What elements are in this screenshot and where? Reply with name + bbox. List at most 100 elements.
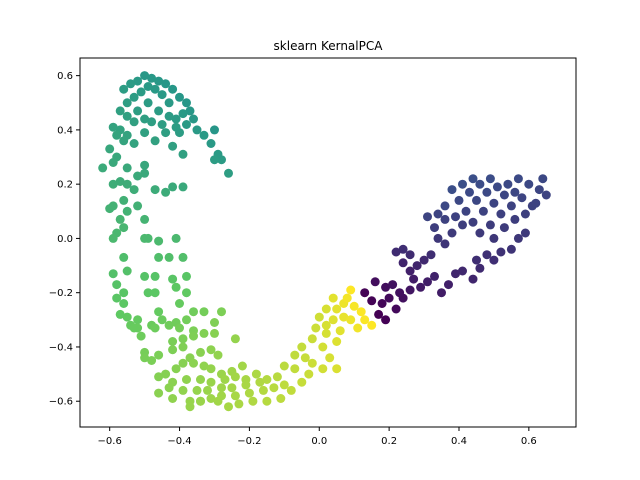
data-point: [175, 323, 184, 333]
data-point: [482, 187, 492, 197]
data-point: [475, 228, 485, 238]
data-point: [196, 396, 205, 406]
data-point: [206, 377, 216, 387]
data-point: [178, 252, 188, 262]
data-point: [168, 84, 178, 94]
data-point: [206, 364, 216, 374]
data-point: [178, 334, 188, 344]
data-point: [199, 361, 209, 371]
data-point: [217, 307, 226, 317]
y-axis: −0.6 −0.4 −0.2 0.0 0.2 0.4 0.6: [49, 71, 80, 408]
data-point: [133, 76, 143, 86]
data-point: [531, 198, 541, 208]
data-point: [227, 383, 237, 393]
data-point: [412, 261, 422, 271]
data-point: [122, 312, 132, 322]
data-point: [185, 402, 195, 412]
data-point: [304, 369, 314, 379]
data-point: [196, 347, 205, 357]
data-point: [168, 274, 178, 284]
data-point: [147, 117, 157, 127]
data-point: [279, 361, 289, 371]
data-point: [164, 252, 174, 262]
data-point: [328, 293, 338, 303]
data-point: [161, 187, 171, 197]
data-point: [115, 309, 125, 319]
data-point: [140, 71, 150, 81]
data-point: [416, 282, 426, 292]
data-point: [143, 233, 153, 243]
data-point: [140, 271, 150, 281]
data-point: [489, 233, 499, 243]
data-point: [332, 337, 342, 346]
data-point: [122, 163, 132, 173]
data-point: [206, 345, 216, 355]
data-point: [157, 315, 167, 325]
chart-title: sklearn KernalPCA: [274, 39, 384, 53]
data-point: [129, 323, 139, 333]
data-point: [189, 307, 198, 317]
data-point: [520, 209, 530, 219]
data-point: [133, 201, 143, 211]
data-point: [210, 318, 219, 327]
data-point: [325, 353, 335, 363]
data-point: [451, 269, 460, 279]
data-point: [129, 117, 139, 127]
data-point: [468, 217, 478, 227]
data-point: [210, 125, 219, 135]
data-point: [185, 106, 195, 116]
data-point: [112, 280, 122, 290]
x-tick-label: 0.2: [381, 436, 397, 447]
x-tick-label: −0.4: [167, 436, 191, 447]
data-point: [374, 309, 384, 319]
data-point: [332, 304, 342, 314]
data-point: [119, 252, 129, 262]
data-point: [140, 168, 150, 178]
data-point: [297, 377, 307, 387]
data-point: [405, 250, 415, 260]
data-point: [230, 391, 240, 401]
data-point: [108, 122, 118, 132]
data-point: [105, 204, 115, 214]
data-point: [129, 139, 139, 148]
plot-frame: [79, 57, 577, 428]
y-tick-label: −0.6: [49, 397, 73, 408]
data-point: [189, 114, 198, 124]
data-point: [437, 288, 446, 298]
data-point: [430, 271, 439, 281]
data-point: [122, 111, 132, 121]
data-point: [154, 372, 164, 382]
data-point: [213, 350, 223, 360]
data-point: [140, 214, 150, 224]
data-point: [143, 82, 153, 91]
data-point: [178, 109, 188, 119]
data-point: [433, 209, 443, 219]
data-point: [534, 185, 544, 195]
data-point: [311, 323, 321, 333]
y-tick-label: −0.4: [49, 342, 73, 353]
data-point: [182, 315, 191, 325]
data-point: [143, 288, 153, 298]
data-point: [346, 315, 356, 325]
data-point: [150, 288, 160, 298]
data-point: [147, 73, 157, 83]
data-point: [367, 296, 377, 306]
data-point: [129, 92, 139, 102]
data-point: [150, 185, 160, 195]
data-point: [157, 90, 167, 100]
data-point: [119, 84, 129, 94]
data-point: [419, 255, 429, 265]
data-point: [206, 394, 216, 403]
data-point: [381, 282, 391, 292]
data-point: [496, 209, 506, 219]
data-point: [133, 106, 143, 116]
data-point: [220, 375, 230, 384]
data-point: [154, 388, 164, 398]
data-point: [423, 212, 432, 222]
data-point: [140, 114, 150, 124]
data-point: [140, 160, 150, 170]
data-point: [168, 141, 178, 151]
data-point: [140, 353, 150, 363]
data-point: [122, 98, 132, 108]
data-point: [272, 372, 282, 382]
